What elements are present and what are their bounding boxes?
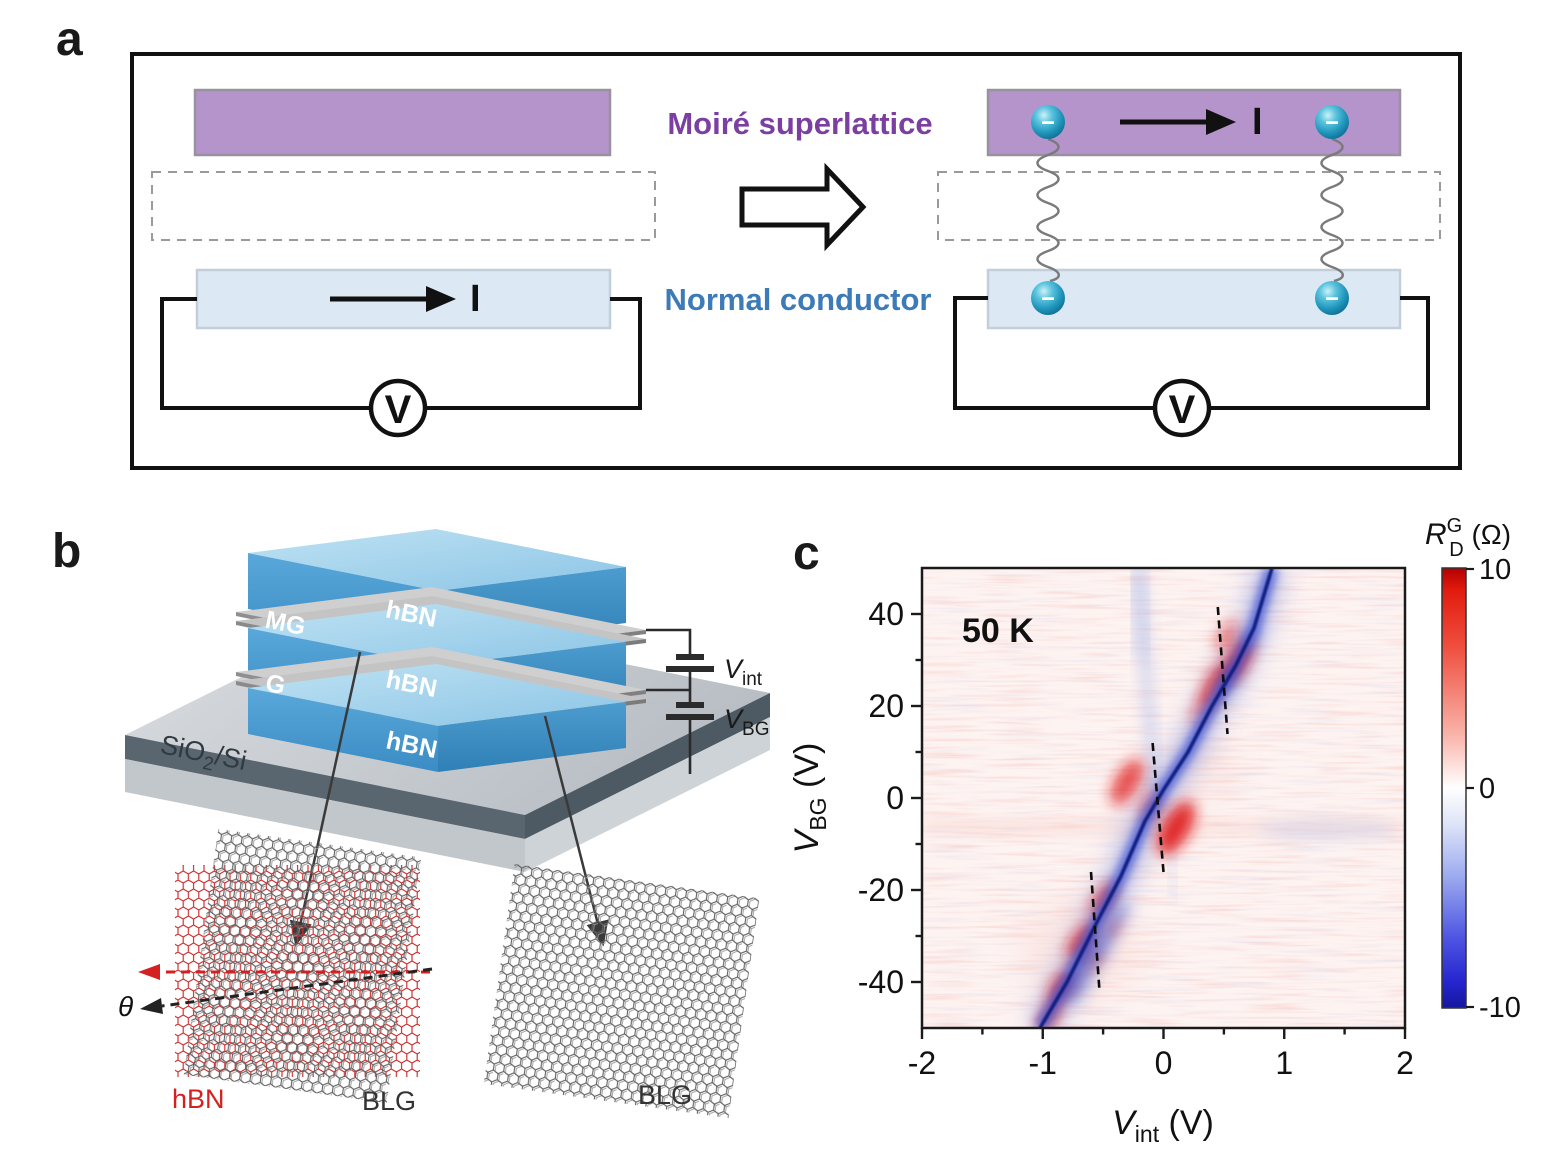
svg-text:-40: -40 [858, 964, 904, 1000]
voltmeter-circuit-left: V [160, 297, 642, 438]
electrons: − − − − [1031, 105, 1349, 315]
svg-text:0: 0 [1155, 1045, 1173, 1081]
vbg-label: VBG [724, 704, 769, 740]
dashed-guide-lines [1089, 606, 1229, 992]
red-dashed-arrowhead [138, 964, 160, 980]
twist-angle-annotation: θ [118, 964, 433, 1022]
electron-icon: − [1031, 105, 1065, 139]
black-dashed-arrowhead [140, 998, 163, 1014]
svg-text:20: 20 [868, 688, 904, 724]
moire-superlattice-label: Moiré superlattice [667, 106, 932, 141]
electron-icon: − [1031, 281, 1065, 315]
y-axis-ticks [911, 612, 922, 984]
x-axis-ticks [920, 1028, 1407, 1039]
svg-text:-2: -2 [908, 1045, 936, 1081]
svg-text:40: 40 [868, 596, 904, 632]
moire-lattice-hbn-blg: θ hBN BLG [118, 829, 433, 1116]
svg-text:−: − [1041, 110, 1055, 137]
spring-icon [1320, 137, 1344, 283]
panel-a-border [130, 52, 1462, 470]
spring-icon [1036, 137, 1344, 283]
voltmeter-symbol-left [368, 378, 428, 438]
panel-b-letter: b [52, 525, 82, 578]
blg-lattice-label-left: BLG [362, 1086, 416, 1116]
voltmeter-symbol-right [1152, 378, 1212, 438]
current-arrow-right: I [1120, 101, 1263, 143]
panel-b-device-schematic: SiO2/Si [118, 529, 770, 1119]
temperature-annotation: 50 K [962, 612, 1034, 650]
vint-label: Vint [724, 654, 763, 690]
blg-lattice-overlay [183, 829, 422, 1104]
y-axis-label: VBG (V) [788, 743, 831, 854]
svg-text:10: 10 [1479, 554, 1511, 586]
voltmeter-label-left: V [385, 388, 412, 432]
svg-text:-1: -1 [1029, 1045, 1057, 1081]
colorbar-tick-labels: 10 0 -10 [1479, 554, 1521, 1024]
svg-text:2: 2 [1396, 1045, 1414, 1081]
theta-label: θ [118, 991, 133, 1022]
svg-text:-20: -20 [858, 872, 904, 908]
svg-text:−: − [1325, 110, 1339, 137]
current-arrow-left: I [330, 278, 481, 320]
svg-text:1: 1 [1275, 1045, 1293, 1081]
panel-c-letter: c [793, 527, 820, 580]
y-axis-tick-labels: 40 20 0 -20 -40 [858, 596, 904, 1000]
x-axis-tick-labels: -2 -1 0 1 2 [908, 1045, 1414, 1081]
svg-text:−: − [1041, 286, 1055, 313]
normal-conductor-bar-left [195, 268, 612, 330]
bias-circuit [646, 628, 714, 774]
blg-lattice-right: BLG [483, 863, 760, 1119]
substrate-label: SiO2/Si [157, 729, 250, 782]
panel-a-diagram: I V Moiré superlattice Normal conductor … [130, 52, 1462, 470]
x-axis-label: Vint (V) [1112, 1104, 1214, 1147]
moire-superlattice-bar-left [193, 88, 612, 157]
svg-text:0: 0 [886, 780, 904, 816]
svg-text:−: − [1325, 286, 1339, 313]
electron-icon: − [1315, 105, 1349, 139]
colorbar: 10 0 -10 RG D (Ω) [1425, 515, 1521, 1024]
current-label-right: I [1252, 101, 1263, 143]
colorbar-title: RG D (Ω) [1425, 515, 1511, 561]
transform-arrow-icon [739, 162, 867, 252]
voltmeter-circuit-right: V [953, 296, 1430, 438]
hbn-lattice-label: hBN [172, 1084, 225, 1114]
electron-icon: − [1315, 281, 1349, 315]
panel-a-letter: a [56, 13, 83, 66]
blg-lattice [483, 863, 760, 1119]
barrier-dashed-box-right [937, 171, 1441, 241]
heatmap-plot-area [922, 568, 1405, 1028]
svg-text:-10: -10 [1479, 992, 1521, 1024]
blg-lattice-label-right: BLG [638, 1080, 692, 1110]
svg-text:0: 0 [1479, 773, 1495, 805]
panel-c-heatmap: 50 K -2 -1 0 1 2 Vint (V) [788, 515, 1521, 1147]
voltmeter-label-right: V [1169, 388, 1196, 432]
barrier-dashed-box-left [151, 171, 656, 241]
current-label-left: I [470, 278, 481, 320]
normal-conductor-label: Normal conductor [665, 282, 932, 317]
